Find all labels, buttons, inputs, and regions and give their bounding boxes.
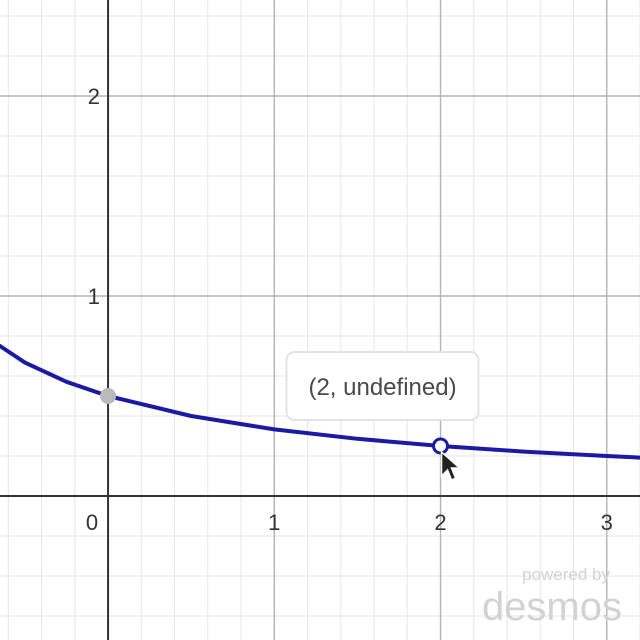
tooltip-label: (2, undefined) (308, 374, 456, 401)
curve-layer (0, 344, 640, 460)
y-intercept-point (100, 388, 117, 404)
function-curve (0, 344, 640, 460)
desmos-watermark: powered by desmos (482, 565, 622, 629)
y-tick-label: 1 (88, 284, 100, 309)
mouse-pointer-icon (440, 450, 462, 482)
watermark-logo: desmos (482, 585, 622, 629)
hole-point (432, 437, 450, 455)
x-tick-label: 2 (434, 510, 446, 535)
tick-labels: 0 1 2 3 1 2 (86, 84, 613, 535)
watermark-powered-by: powered by (522, 565, 610, 584)
x-tick-label: 3 (601, 510, 613, 535)
x-tick-label: 0 (86, 510, 98, 535)
point-tooltip: (2, undefined) (285, 351, 480, 421)
y-tick-label: 2 (88, 84, 100, 109)
point-markers (100, 388, 450, 455)
tooltip-box (285, 351, 480, 421)
x-tick-label: 1 (268, 510, 280, 535)
